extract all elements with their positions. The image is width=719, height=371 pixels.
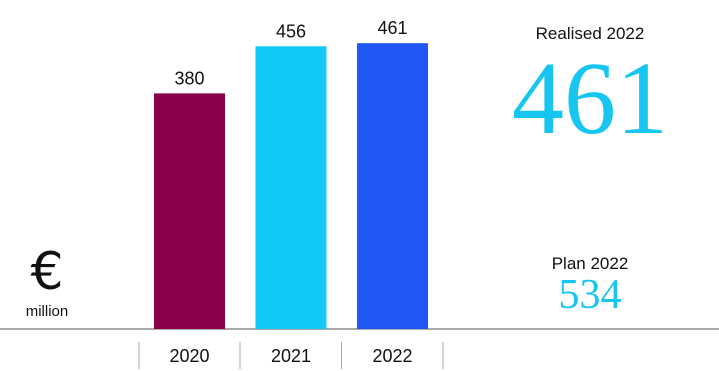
x-tick-label-2020: 2020 — [169, 346, 209, 366]
data-label-2021: 456 — [276, 21, 306, 41]
bar-2020 — [154, 93, 225, 330]
bar-2022 — [357, 43, 428, 330]
bar-2021 — [255, 46, 327, 329]
euro-icon: € — [30, 242, 64, 302]
realised-label: Realised 2022 — [535, 24, 645, 43]
realised-value: 461 — [512, 41, 668, 156]
x-tick-label-2021: 2021 — [271, 346, 311, 366]
data-label-2020: 380 — [174, 68, 204, 88]
data-label-2022: 461 — [377, 18, 407, 38]
unit-label: million — [25, 303, 69, 320]
plan-value: 534 — [558, 272, 622, 318]
x-tick-label-2022: 2022 — [372, 346, 412, 366]
plan-label: Plan 2022 — [551, 254, 629, 273]
